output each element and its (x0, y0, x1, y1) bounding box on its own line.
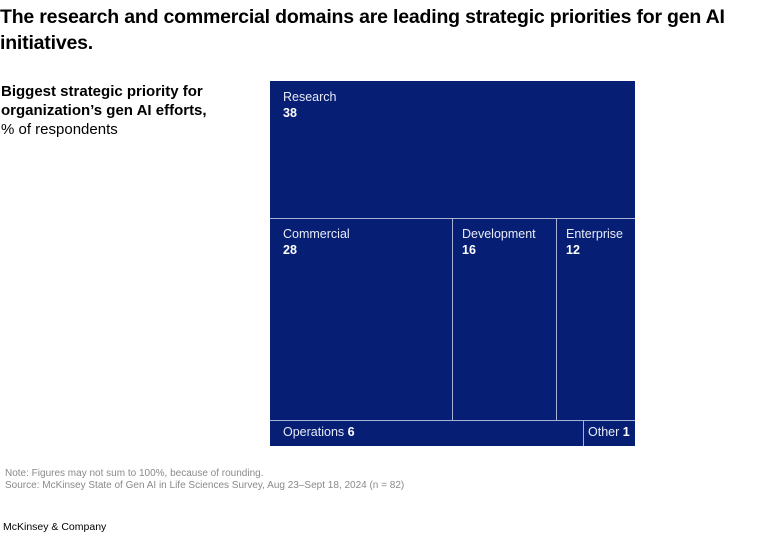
treemap-divider-vertical (556, 218, 557, 420)
cell-label-other: Other 1 (588, 425, 630, 440)
treemap-cell-operations: Operations 6 (270, 420, 583, 446)
cell-value: 6 (347, 425, 355, 439)
cell-label-enterprise: Enterprise (566, 227, 623, 241)
treemap-cell-research: Research 38 (270, 81, 635, 218)
cell-value-enterprise: 12 (566, 243, 580, 257)
cell-value-commercial: 28 (283, 243, 297, 257)
source-text: Source: McKinsey State of Gen AI in Life… (5, 480, 405, 491)
cell-category: Other (588, 425, 623, 439)
chart-title: The research and commercial domains are … (0, 6, 725, 54)
subtitle-description: Biggest strategic priority for organizat… (1, 83, 207, 119)
treemap: Research 38 Commercial 28 Development 16 Enter… (270, 81, 635, 446)
treemap-cell-development: Development 16 (452, 218, 556, 420)
cell-category: Operations (283, 425, 348, 439)
treemap-cell-enterprise: Enterprise 12 (556, 218, 635, 420)
treemap-divider-vertical (452, 218, 453, 420)
subtitle-unit: % of respondents (1, 121, 118, 138)
treemap-cell-other: Other 1 (583, 420, 635, 446)
note-text: Note: Figures may not sum to 100%, becau… (5, 468, 264, 479)
chart-subtitle: Biggest strategic priority for organizat… (1, 82, 231, 139)
cell-value-research: 38 (283, 106, 297, 120)
cell-label-development: Development (462, 227, 536, 241)
cell-value-development: 16 (462, 243, 476, 257)
cell-label-research: Research (283, 90, 337, 104)
treemap-divider-horizontal (270, 420, 635, 421)
treemap-divider-horizontal (270, 218, 635, 219)
cell-value: 1 (622, 425, 630, 439)
brand-logo-text: McKinsey & Company (3, 521, 107, 533)
chart-footnotes: Note: Figures may not sum to 100%, becau… (5, 468, 404, 492)
treemap-divider-vertical (583, 420, 584, 446)
treemap-cell-commercial: Commercial 28 (270, 218, 452, 420)
cell-label-operations: Operations 6 (283, 425, 355, 440)
cell-label-commercial: Commercial (283, 227, 350, 241)
